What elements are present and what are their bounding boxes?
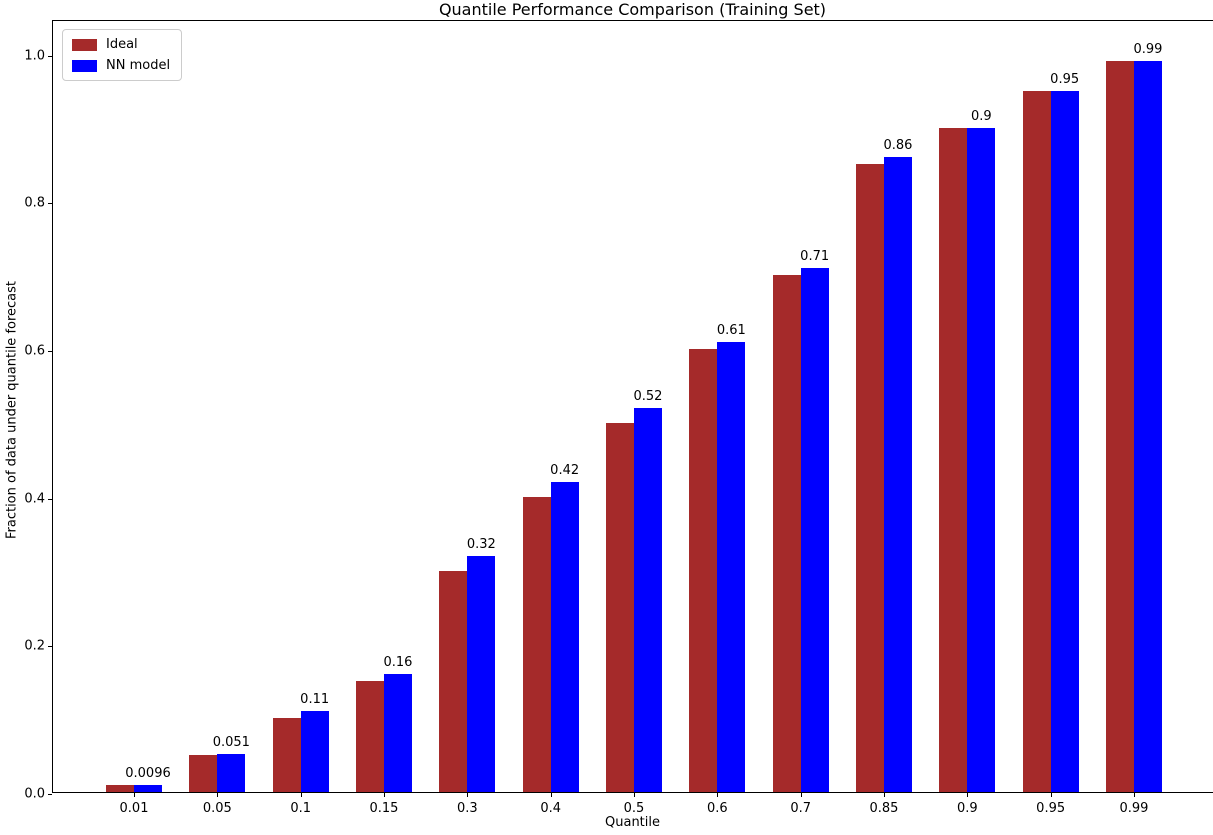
x-tick xyxy=(967,793,969,797)
bar-value-label: 0.42 xyxy=(550,462,580,478)
bar-value-label: 0.99 xyxy=(1133,42,1163,58)
legend-item-nn-model: NN model xyxy=(72,58,170,73)
bar-ideal xyxy=(355,681,384,792)
y-tick-label: 0.8 xyxy=(24,195,45,211)
y-tick xyxy=(48,351,52,353)
bar-nn-model xyxy=(300,710,329,792)
legend-label-ideal: Ideal xyxy=(106,37,138,52)
bar-nn-model xyxy=(134,784,162,792)
bar-value-label: 0.32 xyxy=(466,536,496,552)
x-tick-label: 0.01 xyxy=(119,801,149,816)
bar-nn-model xyxy=(550,481,579,792)
bar-value-label: 0.16 xyxy=(383,654,413,670)
legend: Ideal NN model xyxy=(62,29,183,81)
x-tick-label: 0.1 xyxy=(290,801,311,816)
x-tick-label: 0.7 xyxy=(790,801,811,816)
bar-ideal xyxy=(1022,90,1051,792)
bar-ideal xyxy=(272,718,301,792)
bar-ideal xyxy=(1105,61,1134,792)
bar-ideal xyxy=(189,755,218,792)
bar-ideal xyxy=(939,127,968,792)
y-tick-label: 0.2 xyxy=(24,638,45,654)
bar-ideal xyxy=(439,570,468,792)
bar-nn-model xyxy=(800,267,829,792)
bar-nn-model xyxy=(717,341,746,792)
y-tick xyxy=(48,646,52,648)
x-tick xyxy=(1133,793,1135,797)
y-tick xyxy=(48,498,52,500)
x-tick xyxy=(467,793,469,797)
legend-swatch-nn-model xyxy=(72,59,97,72)
x-tick-label: 0.15 xyxy=(369,801,399,816)
y-tick-label: 0.0 xyxy=(24,786,45,802)
bar-value-label: 0.86 xyxy=(883,138,913,154)
x-tick xyxy=(300,793,302,797)
x-tick-label: 0.5 xyxy=(623,801,645,816)
x-tick xyxy=(1050,793,1052,797)
bar-value-label: 0.11 xyxy=(300,691,330,707)
x-axis-label: Quantile xyxy=(605,815,660,830)
bar-nn-model xyxy=(1133,61,1162,792)
bar-value-label: 0.71 xyxy=(800,248,830,264)
bar-nn-model xyxy=(1050,90,1079,792)
x-tick-label: 0.3 xyxy=(456,801,478,816)
bar-nn-model xyxy=(633,408,662,792)
bar-value-label: 0.95 xyxy=(1050,71,1080,87)
x-tick-label: 0.99 xyxy=(1119,801,1149,816)
x-tick-label: 0.95 xyxy=(1036,801,1066,816)
legend-item-ideal: Ideal xyxy=(72,37,170,52)
x-tick-label: 0.4 xyxy=(540,801,561,816)
x-tick xyxy=(217,793,219,797)
bar-value-label: 0.051 xyxy=(212,735,250,751)
x-tick xyxy=(550,793,552,797)
bar-value-label: 0.61 xyxy=(716,322,746,338)
plot-area: 0.0096 0.01 0.051 0.05 0.11 0.1 0.16 0.15 0.32 0.… xyxy=(24,20,1213,816)
bar-nn-model xyxy=(217,754,246,792)
legend-swatch-ideal xyxy=(72,38,97,51)
bar-ideal xyxy=(522,496,551,792)
bar-ideal xyxy=(855,164,884,792)
bar-value-label: 0.0096 xyxy=(125,765,171,781)
y-tick xyxy=(48,794,52,795)
x-tick-label: 0.6 xyxy=(706,801,728,816)
bar-nn-model xyxy=(467,555,496,792)
x-tick xyxy=(633,793,635,797)
y-tick xyxy=(48,203,52,205)
bar-nn-model xyxy=(883,157,912,792)
x-tick xyxy=(134,793,135,797)
x-tick xyxy=(717,793,719,797)
x-tick xyxy=(883,793,885,797)
bar-value-label: 0.52 xyxy=(633,389,663,405)
y-tick xyxy=(48,55,52,57)
bar-value-label: 0.9 xyxy=(970,108,992,124)
chart-title: Quantile Performance Comparison (Trainin… xyxy=(438,0,827,19)
x-tick-label: 0.9 xyxy=(956,801,978,816)
bar-ideal xyxy=(605,422,634,792)
legend-label-nn-model: NN model xyxy=(106,58,171,73)
bar-nn-model xyxy=(383,673,412,792)
bar-ideal xyxy=(689,349,718,792)
x-tick-label: 0.85 xyxy=(869,801,899,816)
x-tick xyxy=(800,793,802,797)
y-tick-label: 0.4 xyxy=(24,491,45,507)
bar-ideal xyxy=(772,275,801,792)
bar-nn-model xyxy=(967,127,996,792)
y-tick-label: 0.6 xyxy=(24,343,45,359)
x-tick-label: 0.05 xyxy=(202,801,232,816)
bar-ideal xyxy=(106,784,134,792)
y-tick-label: 1.0 xyxy=(24,48,45,64)
x-tick xyxy=(383,793,385,797)
